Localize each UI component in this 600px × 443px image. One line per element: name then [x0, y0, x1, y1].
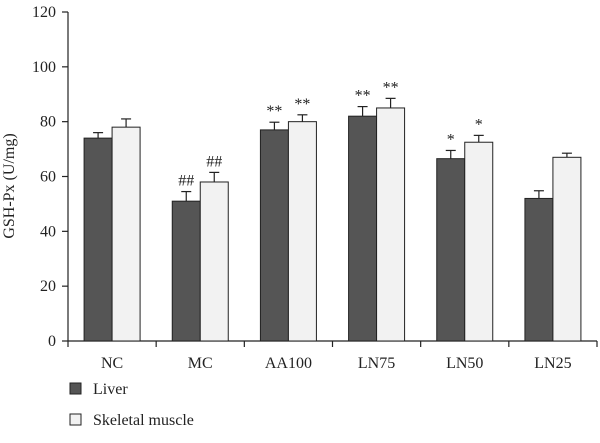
bar-skeletal-muscle	[464, 141, 494, 342]
significance-label: *	[447, 131, 455, 148]
bar-skeletal-muscle	[287, 121, 317, 342]
bar-skeletal-muscle	[111, 126, 141, 342]
y-tick-label: 40	[40, 223, 56, 240]
legend-swatch	[69, 413, 82, 426]
y-tick-label: 120	[32, 4, 56, 21]
y-tick-label: 0	[48, 333, 56, 350]
significance-label: **	[383, 79, 399, 96]
bar-liver	[436, 158, 466, 342]
bar-liver	[259, 129, 289, 342]
bars: ##*****##*****	[83, 79, 582, 342]
bar-liver	[83, 137, 113, 342]
y-axis-label: GSH-Px (U/mg)	[1, 133, 18, 238]
significance-label: **	[266, 103, 282, 120]
x-tick-label: LN75	[358, 355, 395, 372]
bar-liver	[348, 115, 378, 342]
bar-liver	[171, 200, 201, 342]
x-tick-label: LN50	[446, 355, 483, 372]
y-tick-label: 60	[40, 169, 56, 186]
significance-label: ##	[178, 173, 194, 190]
bar-skeletal-muscle	[199, 181, 229, 342]
bar-liver	[524, 197, 554, 342]
y-tick-label: 20	[40, 278, 56, 295]
significance-label: **	[294, 96, 310, 113]
x-tick-label: AA100	[265, 355, 312, 372]
y-axis: 0 20 40 60 80 100 120	[32, 4, 69, 350]
x-tick-label: LN25	[534, 355, 571, 372]
legend-label: Skeletal muscle	[93, 412, 194, 429]
x-axis: NC MC AA100 LN75 LN50 LN25	[67, 340, 598, 372]
significance-label: ##	[206, 153, 222, 170]
legend-label: Liver	[93, 381, 128, 398]
y-tick-label: 80	[40, 114, 56, 131]
bar-skeletal-muscle	[376, 107, 406, 342]
bar-skeletal-muscle	[552, 156, 582, 342]
x-tick-label: MC	[188, 355, 213, 372]
significance-label: *	[475, 116, 483, 133]
legend: Liver Skeletal muscle	[69, 381, 194, 429]
legend-swatch	[69, 382, 82, 395]
significance-label: **	[355, 88, 371, 105]
y-tick-label: 100	[32, 59, 56, 76]
x-tick-label: NC	[101, 355, 123, 372]
